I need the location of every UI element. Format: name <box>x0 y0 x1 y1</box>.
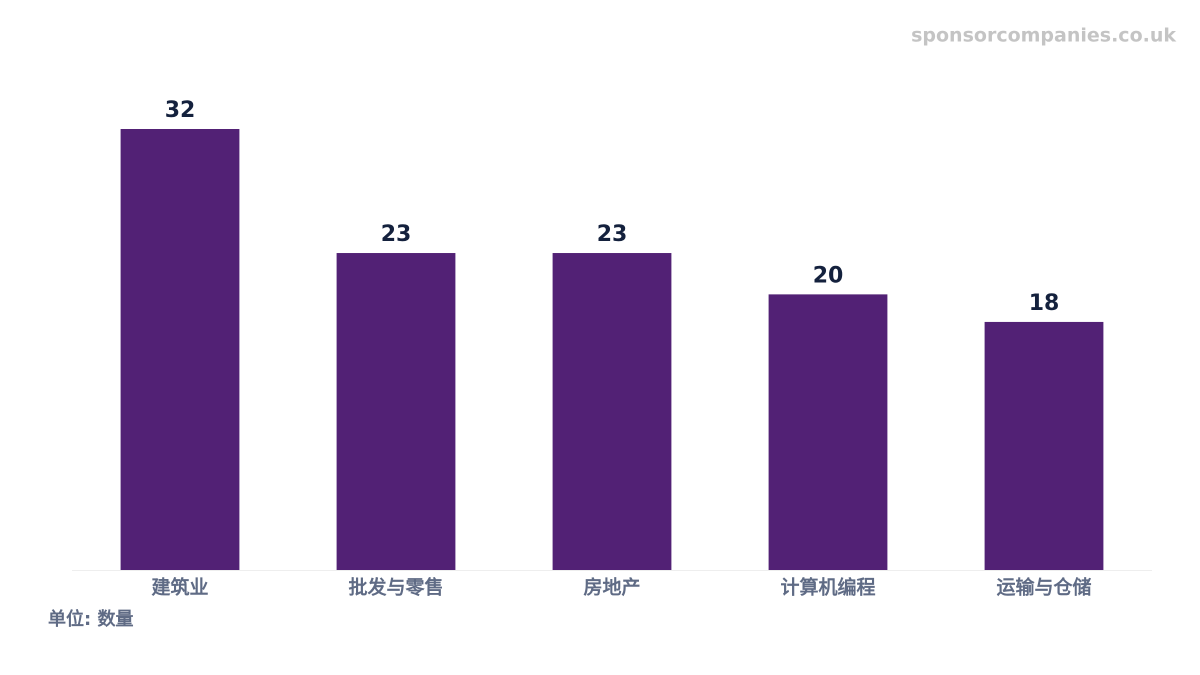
bar <box>768 294 888 570</box>
bar <box>984 321 1104 570</box>
value-label: 20 <box>813 263 844 288</box>
x-tick-label: 计算机编程 <box>780 576 875 599</box>
watermark: sponsorcompanies.co.uk <box>911 25 1176 47</box>
x-tick-label: 房地产 <box>583 576 640 599</box>
bar <box>552 253 672 570</box>
x-tick-label: 建筑业 <box>151 576 208 599</box>
bar <box>336 253 456 570</box>
x-tick-label: 运输与仓储 <box>996 576 1091 599</box>
bar <box>120 129 240 570</box>
x-tick-label: 批发与零售 <box>348 576 443 599</box>
value-label: 18 <box>1029 291 1060 316</box>
value-label: 23 <box>381 222 412 247</box>
value-label: 23 <box>597 222 628 247</box>
y-axis-label: 单位: 数量 <box>48 608 133 630</box>
value-label: 32 <box>165 98 196 123</box>
